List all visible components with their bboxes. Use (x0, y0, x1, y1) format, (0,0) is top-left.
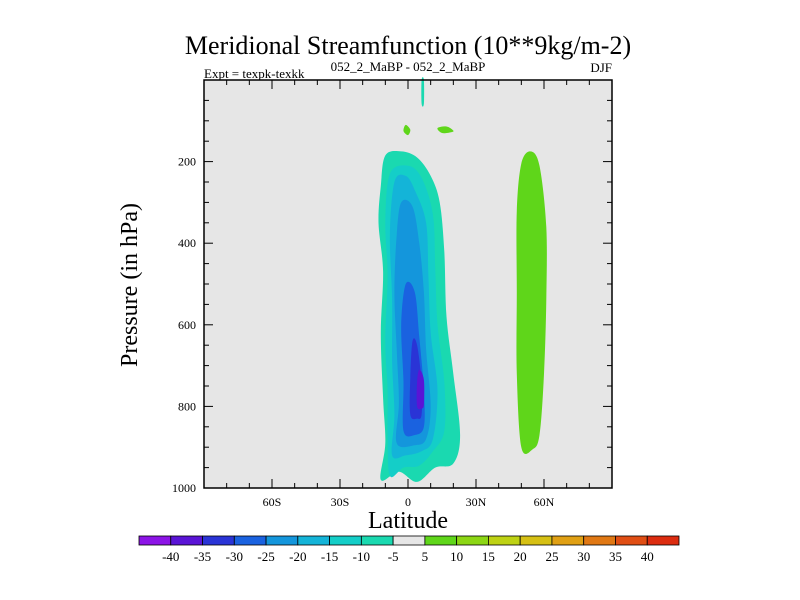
experiment-label: Expt = texpk-texkk (204, 66, 305, 81)
colorbar-label-2: -30 (226, 549, 243, 564)
colorbar-label-1: -35 (194, 549, 211, 564)
colorbar-label-7: -5 (388, 549, 399, 564)
x-tick-label-2: 0 (405, 495, 411, 509)
colorbar-label-12: 25 (545, 549, 558, 564)
contour-region-7 (516, 151, 547, 454)
colorbar-swatch-15 (615, 535, 648, 546)
y-tick-label-0: 200 (178, 155, 196, 169)
colorbar-label-6: -10 (353, 549, 370, 564)
colorbar-swatch-13 (551, 535, 585, 546)
colorbar-label-13: 30 (577, 549, 590, 564)
x-axis-label: Latitude (368, 508, 448, 534)
colorbar-label-3: -25 (257, 549, 274, 564)
colorbar-swatch-8 (392, 535, 426, 546)
colorbar-swatch-6 (329, 535, 362, 546)
colorbar-swatch-11 (488, 535, 521, 546)
colorbar-swatch-10 (456, 535, 489, 546)
colorbar-label-5: -15 (321, 549, 338, 564)
y-axis-label: Pressure (in hPa) (117, 203, 143, 367)
x-tick-label-0: 60S (263, 495, 282, 509)
colorbar-swatch-12 (519, 535, 553, 546)
colorbar-swatch-2 (202, 535, 235, 546)
contour-region-10 (421, 77, 425, 107)
colorbar-label-11: 20 (514, 549, 527, 564)
chart-title: Meridional Streamfunction (10**9kg/m-2) (185, 31, 631, 60)
colorbar-label-14: 35 (609, 549, 622, 564)
colorbar: -40 -35 -30 -25 -20 -15 -10 -5 5 10 15 20 25 30 35 40 (138, 535, 680, 564)
colorbar-swatch-1 (170, 535, 203, 546)
colorbar-label-0: -40 (162, 549, 179, 564)
season-label: DJF (590, 60, 612, 75)
y-tick-label-2: 600 (178, 318, 196, 332)
y-tick-label-3: 800 (178, 399, 196, 413)
colorbar-label-10: 15 (482, 549, 495, 564)
contour-region-8 (403, 124, 411, 136)
contour-layer (378, 77, 547, 482)
x-tick-label-1: 30S (331, 495, 350, 509)
contour-region-9 (437, 126, 454, 134)
colorbar-swatch-7 (360, 535, 394, 546)
tick-layer: 60S 30S 0 30N 60N 200 400 600 800 1000 (172, 79, 613, 509)
contour-region-6 (416, 369, 425, 410)
colorbar-swatch-16 (646, 535, 680, 546)
colorbar-label-9: 10 (450, 549, 463, 564)
colorbar-swatch-5 (297, 535, 330, 546)
x-tick-label-3: 30N (466, 495, 487, 509)
colorbar-swatch-4 (265, 535, 299, 546)
y-tick-label-1: 400 (178, 236, 196, 250)
colorbar-swatch-0 (138, 535, 172, 546)
colorbar-label-8: 5 (422, 549, 429, 564)
y-tick-label-4: 1000 (172, 481, 196, 495)
colorbar-label-4: -20 (289, 549, 306, 564)
comparison-label: 052_2_MaBP - 052_2_MaBP (331, 59, 486, 74)
x-tick-label-4: 60N (534, 495, 555, 509)
colorbar-swatch-14 (583, 535, 616, 546)
colorbar-swatch-9 (424, 535, 458, 546)
colorbar-label-15: 40 (641, 549, 654, 564)
colorbar-swatch-3 (233, 535, 267, 546)
